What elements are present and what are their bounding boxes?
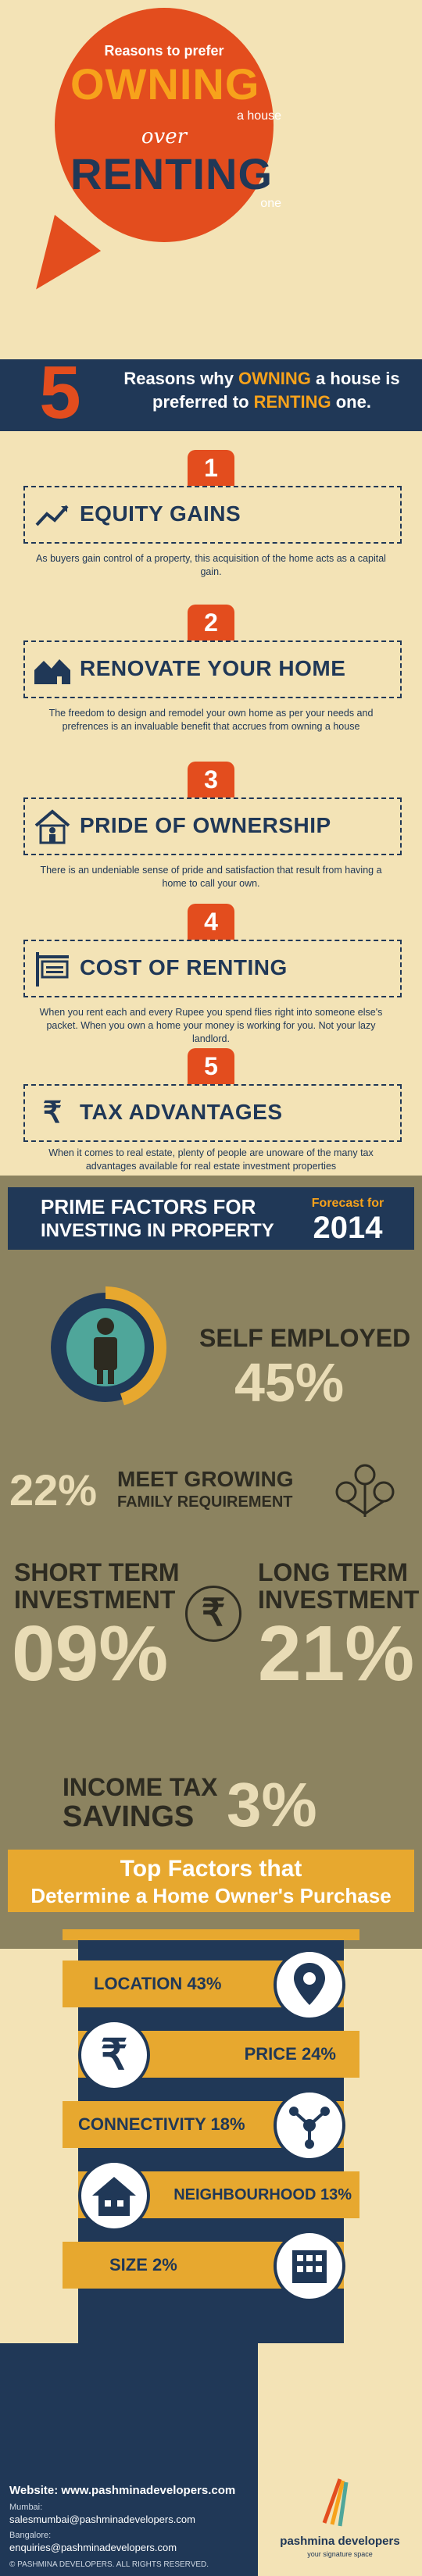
prime-factors-section (0, 1176, 422, 1949)
speech-bubble (55, 8, 274, 242)
ribbon-line1-hl: OWNING (238, 369, 311, 388)
top-factors-line2: Determine a Home Owner's Purchase (30, 1884, 392, 1907)
prime-year: 2014 (313, 1211, 383, 1245)
ribbon-line1-a: Reasons why (123, 369, 239, 388)
chart-growth-icon (35, 505, 69, 526)
hero-small-text: Reasons to prefer (104, 43, 224, 59)
prime-forecast: Forecast for (311, 1197, 384, 1210)
prime-line1: PRIME FACTORS FOR (41, 1195, 256, 1218)
reason-title: PRIDE OF OWNERSHIP (80, 813, 331, 837)
hero-one: one (260, 197, 281, 210)
reason-desc: When you rent each and every Rupee you s… (39, 1007, 383, 1044)
ribbon-line1-b: a house is (310, 369, 400, 388)
family-label-1: MEET GROWING (117, 1467, 294, 1491)
footer-mumbai-email[interactable]: salesmumbai@pashminadevelopers.com (9, 2514, 195, 2525)
hero-owning: OWNING (70, 59, 260, 109)
hero-renting: RENTING (70, 149, 273, 198)
houses-icon (34, 659, 70, 684)
income-tax-label-1: INCOME TAX (63, 1773, 218, 1801)
prime-factors-header: PRIME FACTORS FOR INVESTING IN PROPERTY … (8, 1187, 414, 1250)
speech-bubble-tail (11, 215, 102, 307)
footer-brand: pashmina developers (280, 2535, 400, 2548)
footer-tagline: your signature space (307, 2550, 373, 2558)
footer-mumbai-label: Mumbai: (9, 2503, 43, 2512)
long-term-label-2: INVESTMENT (258, 1586, 420, 1614)
long-term-label-1: LONG TERM (258, 1558, 408, 1586)
home-person-icon (34, 809, 70, 844)
reason-title: RENOVATE YOUR HOME (80, 656, 346, 680)
footer-contact-panel (0, 2343, 258, 2576)
tower-cap (63, 1929, 359, 1940)
footer-website[interactable]: Website: www.pashminadevelopers.com (9, 2484, 236, 2497)
five-number: 5 (39, 351, 81, 434)
self-employed-value: 45% (234, 1352, 345, 1413)
rupee-icon: ₹ (42, 1097, 63, 1129)
reason-badge: 3 (188, 762, 234, 797)
reason-badge: 2 (188, 605, 234, 640)
family-tree-icon (335, 1464, 395, 1517)
ribbon-line2-a: preferred to (152, 392, 254, 412)
hero-over: over (141, 125, 188, 148)
reason-desc: The freedom to design and remodel your o… (48, 708, 374, 732)
long-term-value: 21% (258, 1610, 415, 1697)
reason-bar: COST OF RENTING (23, 940, 402, 997)
footer-brand-panel (258, 2343, 422, 2576)
reason-title: TAX ADVANTAGES (80, 1100, 283, 1124)
rupee-circle-icon: ₹ (185, 1586, 241, 1642)
footer-bangalore-label: Bangalore: (9, 2531, 52, 2540)
five-reasons-ribbon: Reasons why OWNING a house is preferred … (0, 359, 422, 431)
size-building-icon (274, 2230, 345, 2302)
family-label-2: FAMILY REQUIREMENT (117, 1493, 293, 1511)
footer-copyright: © PASHMINA DEVELOPERS. ALL RIGHTS RESERV… (9, 2560, 209, 2569)
top-factors-header: Top Factors that Determine a Home Owner'… (8, 1850, 414, 1912)
short-term-label-2: INVESTMENT (14, 1586, 176, 1614)
for-rent-sign-icon (36, 952, 69, 987)
reason-bar: ₹ TAX ADVANTAGES (23, 1084, 402, 1142)
reason-bar: EQUITY GAINS (23, 486, 402, 544)
self-employed-ring-icon (45, 1286, 166, 1408)
reason-badge: 1 (188, 450, 234, 486)
reason-title: EQUITY GAINS (80, 501, 241, 526)
ribbon-line2-hl: RENTING (253, 392, 331, 412)
reason-desc: There is an undeniable sense of pride an… (40, 865, 382, 889)
pashmina-logo-icon (322, 2478, 349, 2527)
reason-bar: PRIDE OF OWNERSHIP (23, 797, 402, 855)
reason-badge: 4 (188, 904, 234, 940)
ribbon-line2-b: one. (331, 392, 371, 412)
neighbourhood-house-icon (78, 2160, 150, 2232)
ribbon-text: Reasons why OWNING a house is preferred … (109, 367, 414, 414)
location-pin-icon (274, 1949, 345, 2021)
footer: Website: www.pashminadevelopers.com Mumb… (0, 2343, 422, 2576)
hero-a-house: a house (237, 109, 281, 123)
income-tax-label-2: SAVINGS (63, 1800, 195, 1833)
short-term-label-1: SHORT TERM (14, 1558, 180, 1586)
connectivity-network-icon (274, 2089, 345, 2161)
income-tax-value: 3% (227, 1770, 317, 1839)
price-rupee-icon: ₹ (78, 2019, 150, 2091)
top-factors-line1: Top Factors that (120, 1856, 302, 1882)
reason-desc: As buyers gain control of a property, th… (36, 553, 386, 577)
short-term-value: 09% (12, 1610, 169, 1697)
reason-badge: 5 (188, 1048, 234, 1084)
reason-bar: RENOVATE YOUR HOME (23, 640, 402, 698)
hero-section: Reasons to prefer OWNING a house over RE… (0, 0, 422, 316)
family-value: 22% (9, 1465, 98, 1515)
reason-desc: When it comes to real estate, plenty of … (48, 1147, 374, 1172)
prime-line2: INVESTING IN PROPERTY (41, 1220, 274, 1241)
reason-title: COST OF RENTING (80, 955, 288, 979)
self-employed-label: SELF EMPLOYED (199, 1324, 411, 1352)
footer-bangalore-email[interactable]: enquiries@pashminadevelopers.com (9, 2542, 177, 2553)
